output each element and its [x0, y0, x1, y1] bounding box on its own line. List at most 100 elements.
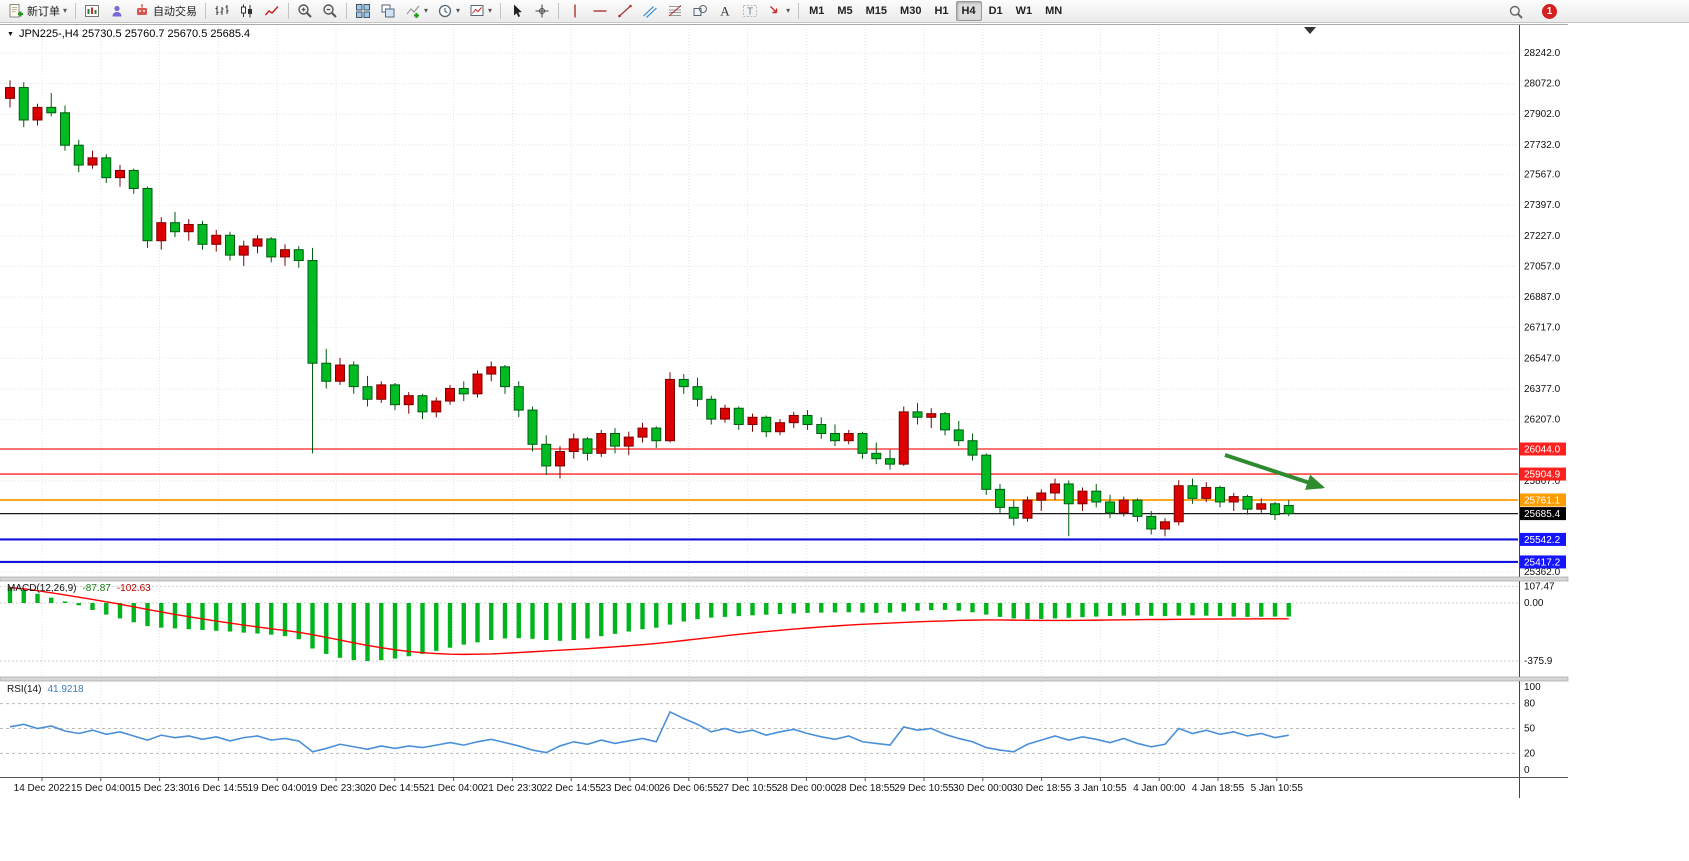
notification-badge[interactable]: 1: [1542, 4, 1557, 19]
timeframe-m1-button[interactable]: M1: [803, 1, 830, 21]
chart-canvas[interactable]: 28242.0 28072.0 27902.0 27732.0 27567.0 27397…: [0, 24, 1689, 799]
candle: [1242, 496, 1253, 510]
timeframe-w1-button[interactable]: W1: [1010, 1, 1039, 21]
arrows-icon: [770, 6, 778, 14]
svg-text:T: T: [747, 7, 753, 18]
toolbar: 新订单 ▾ 自动交易 ▾ ▾ ▾ A T ▾ M1 M5 M15 M30 H1 H4 D1 W1 MN: [0, 0, 1689, 23]
panel-splitter[interactable]: [0, 676, 1569, 682]
zoom-out-button[interactable]: [318, 1, 342, 21]
bar-chart-button[interactable]: [210, 1, 234, 21]
candle: [967, 440, 978, 456]
trendline-button[interactable]: [613, 1, 637, 21]
timeframe-h4-button[interactable]: H4: [955, 1, 982, 21]
indicators-button[interactable]: ▾: [401, 1, 432, 21]
macd-label: MACD(12,26,9) -87.87 -102.63: [7, 583, 151, 594]
candle: [60, 112, 70, 146]
timeframe-m30-button[interactable]: M30: [894, 1, 927, 21]
macd-histogram-bar: [489, 603, 494, 641]
line-chart-button[interactable]: [260, 1, 284, 21]
time-axis-label: 23 Dec 04:00: [600, 783, 660, 794]
price-grid-label: 26377.0: [1524, 384, 1561, 395]
channel-button[interactable]: [638, 1, 662, 21]
timeframe-h1-button[interactable]: H1: [928, 1, 954, 21]
candle: [568, 438, 579, 453]
charts-button[interactable]: [80, 1, 104, 21]
templates-button[interactable]: ▾: [465, 1, 496, 21]
candle: [156, 222, 167, 242]
timeframe-m5-button[interactable]: M5: [831, 1, 858, 21]
timeframe-mn-button[interactable]: MN: [1039, 1, 1068, 21]
cascade-windows-icon: [381, 4, 395, 18]
timeframe-m5-button-label: M5: [837, 5, 853, 17]
channel-icon: [643, 6, 657, 18]
cursor-button[interactable]: [505, 1, 529, 21]
macd-histogram-bar: [7, 586, 13, 603]
toolbar-separator: [75, 3, 77, 19]
search-button[interactable]: [1504, 2, 1528, 22]
annotation-arrow[interactable]: [1224, 453, 1326, 490]
macd-histogram-bar: [1162, 603, 1168, 617]
fibonacci-button[interactable]: [663, 1, 687, 21]
new-order-button[interactable]: 新订单 ▾: [4, 1, 71, 21]
price-grid-label: 28242.0: [1524, 48, 1561, 59]
arrows-button[interactable]: ▾: [763, 1, 794, 21]
tile-windows-button[interactable]: [351, 1, 375, 21]
time-axis-label: 16 Dec 14:55: [189, 783, 249, 794]
zoom-out-icon: [323, 4, 337, 18]
candle: [101, 157, 112, 179]
horizontal-line-button[interactable]: [588, 1, 612, 21]
macd-histogram-bar: [1204, 603, 1209, 616]
candle: [665, 378, 675, 442]
macd-histogram-bar: [1121, 603, 1126, 616]
candle: [486, 366, 497, 375]
macd-histogram-bar: [461, 603, 466, 645]
candlestick-button[interactable]: [235, 1, 259, 21]
vertical-line-button[interactable]: [563, 1, 587, 21]
timeframe-d1-button[interactable]: D1: [983, 1, 1009, 21]
macd-histogram-bar: [640, 603, 645, 630]
rsi-value: 41.9218: [47, 684, 84, 695]
vertical-line-icon: [574, 4, 576, 18]
bar-chart-icon: [215, 5, 229, 15]
price-axis[interactable]: 28242.0 28072.0 27902.0 27732.0 27567.0 27397…: [1520, 48, 1566, 578]
cascade-windows-button[interactable]: [376, 1, 400, 21]
candle: [183, 223, 194, 233]
auto-trading-button[interactable]: 自动交易: [130, 1, 201, 21]
candle: [926, 413, 937, 418]
macd-histogram-bar: [1039, 603, 1044, 620]
macd-histogram-bar: [145, 603, 150, 627]
timeframe-m15-button-label: M15: [865, 5, 888, 17]
candle: [128, 169, 139, 189]
candle: [788, 414, 799, 424]
label-button[interactable]: T: [738, 1, 762, 21]
caret-down-icon: ▾: [456, 6, 461, 15]
candle: [211, 234, 222, 245]
crosshair-button[interactable]: [530, 1, 554, 21]
candle: [1173, 485, 1184, 523]
timeframe-m15-button[interactable]: M15: [860, 1, 893, 21]
macd-histogram-bar: [571, 603, 576, 641]
text-button[interactable]: A: [713, 1, 737, 21]
macd-axis-label: -375.9: [1524, 656, 1553, 667]
price-line-label: [1520, 467, 1566, 481]
periods-button[interactable]: ▾: [433, 1, 464, 21]
caret-down-icon: ▾: [63, 6, 68, 15]
time-axis-label: 27 Dec 10:55: [718, 783, 778, 794]
shapes-button[interactable]: [688, 1, 712, 21]
macd-histogram-bar: [282, 603, 288, 637]
candle: [238, 245, 249, 256]
candle: [1036, 492, 1047, 501]
time-axis[interactable]: 14 Dec 2022 15 Dec 04:00 15 Dec 23:30 16 De…: [0, 777, 1568, 795]
rsi-name: RSI(14): [7, 684, 42, 695]
rsi-axis-label: 50: [1524, 724, 1536, 735]
toolbar-separator: [288, 3, 290, 19]
one-click-trading-toggle[interactable]: ▼: [7, 30, 14, 38]
panel-splitter[interactable]: [0, 576, 1569, 582]
chart-shift-marker[interactable]: [1304, 27, 1316, 34]
candlestick-icon: [241, 4, 253, 18]
zoom-in-button[interactable]: [293, 1, 317, 21]
symbol-ohlc-line: ▼ JPN225-,H4 25730.5 25760.7 25670.5 256…: [7, 28, 250, 40]
profile-button[interactable]: [105, 1, 129, 21]
macd-histogram-bar: [434, 603, 439, 651]
